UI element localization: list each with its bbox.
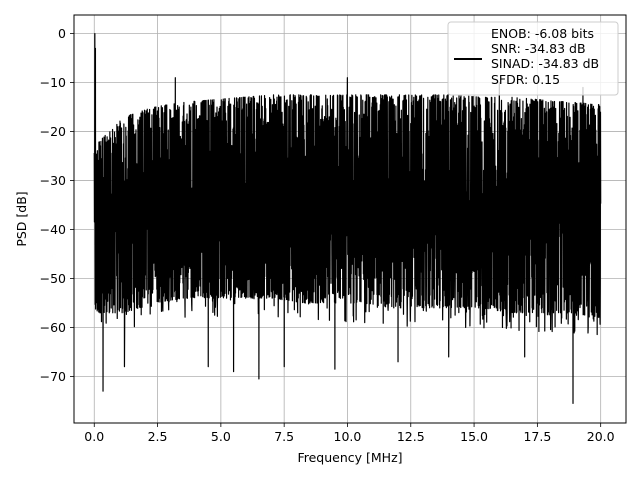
y-tick-label: −70 [40, 369, 66, 384]
y-tick-label: −30 [40, 173, 66, 188]
legend: ENOB: -6.08 bits SNR: -34.83 dB SINAD: -… [447, 21, 619, 96]
plot-frame [73, 14, 627, 424]
psd-series [93, 33, 602, 405]
psd-line [93, 33, 602, 405]
y-tick-label: 0 [58, 26, 66, 41]
legend-entry-sfdr: SFDR: 0.15 [491, 72, 560, 87]
y-axis-ticks: 0 −10 −20 −30 −40 −50 −60 −70 [40, 26, 74, 384]
x-tick-label: 10.0 [334, 429, 362, 444]
y-tick-label: −20 [40, 124, 66, 139]
x-tick-label: 12.5 [397, 429, 425, 444]
x-tick-label: 5.0 [211, 429, 231, 444]
x-tick-label: 0.0 [84, 429, 104, 444]
y-tick-label: −50 [40, 271, 66, 286]
y-tick-label: −40 [40, 222, 66, 237]
x-tick-label: 17.5 [523, 429, 551, 444]
legend-entry-enob: ENOB: -6.08 bits [491, 26, 594, 41]
x-tick-label: 20.0 [587, 429, 615, 444]
y-tick-label: −60 [40, 320, 66, 335]
y-axis-label: PSD [dB] [14, 191, 29, 246]
x-axis-ticks: 0.0 2.5 5.0 7.5 10.0 12.5 15.0 17.5 20.0 [84, 423, 615, 444]
y-tick-label: −10 [40, 75, 66, 90]
legend-entry-sinad: SINAD: -34.83 dB [491, 56, 599, 71]
x-axis-label: Frequency [MHz] [297, 450, 402, 465]
legend-box [447, 21, 619, 96]
legend-entry-snr: SNR: -34.83 dB [491, 41, 586, 56]
x-tick-label: 7.5 [274, 429, 294, 444]
x-tick-label: 15.0 [460, 429, 488, 444]
x-tick-label: 2.5 [148, 429, 168, 444]
